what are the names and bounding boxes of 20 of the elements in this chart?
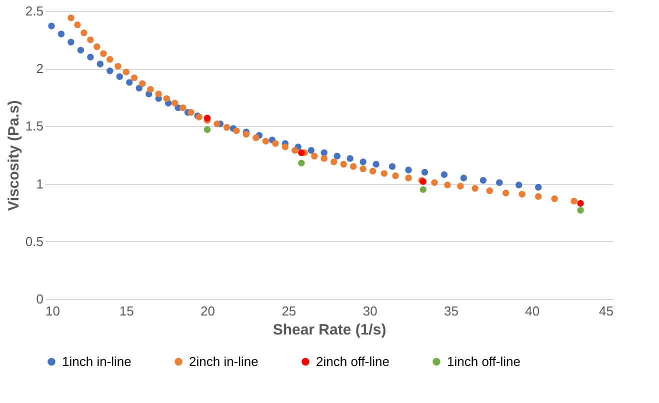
- y-tick-label: 0: [36, 292, 44, 306]
- x-tick-label: 10: [46, 304, 60, 318]
- y-tick-label: 0.5: [25, 234, 44, 249]
- y-tick-label: 2: [36, 61, 44, 76]
- x-tick-label: 30: [362, 304, 378, 318]
- x-tick-label: 15: [119, 304, 134, 318]
- y-axis-title: Viscosity (Pa.s): [5, 100, 22, 211]
- legend-label: 2inch off-line: [316, 354, 390, 369]
- x-tick-label: 35: [444, 304, 458, 318]
- y-tick-label: 1: [36, 176, 44, 192]
- x-tick-label: 40: [525, 304, 540, 318]
- x-tick-label: 20: [200, 304, 216, 318]
- y-tick-label: 2.5: [25, 4, 44, 18]
- x-tick-label: 25: [282, 304, 296, 318]
- legend-label: 1inch off-line: [447, 354, 520, 369]
- x-axis-title: Shear Rate (1/s): [272, 322, 386, 338]
- y-tick-label: 1.5: [25, 118, 44, 134]
- legend-label: 1inch in-line: [62, 354, 132, 369]
- x-tick-label: 45: [599, 304, 614, 318]
- legend-label: 2inch in-line: [189, 354, 258, 369]
